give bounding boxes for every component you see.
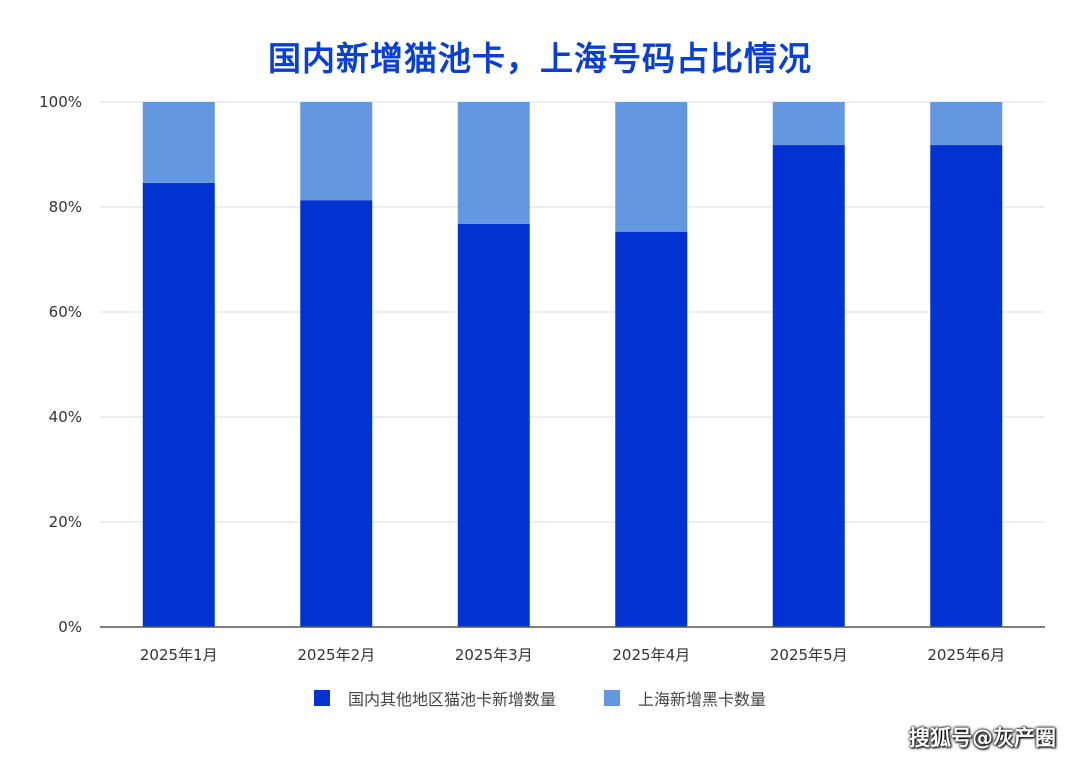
x-tick-label: 2025年3月 [455, 646, 533, 664]
bar-domestic-other[interactable] [142, 182, 215, 627]
y-tick-label: 100% [39, 93, 82, 111]
legend-item-domestic-other[interactable]: 国内其他地区猫池卡新增数量 [313, 686, 556, 710]
x-tick-label: 2025年1月 [140, 646, 218, 664]
legend: 国内其他地区猫池卡新增数量 上海新增黑卡数量 [0, 686, 1080, 710]
legend-label-shanghai: 上海新增黑卡数量 [638, 690, 767, 709]
bar-domestic-other[interactable] [772, 145, 845, 628]
bar-domestic-other[interactable] [300, 200, 373, 628]
y-tick-label: 20% [49, 513, 82, 531]
x-tick-label: 2025年4月 [612, 646, 690, 664]
y-tick-label: 40% [49, 408, 82, 426]
chart-title: 国内新增猫池卡，上海号码占比情况 [268, 39, 812, 78]
bar-shanghai[interactable] [300, 102, 373, 201]
legend-label-domestic-other: 国内其他地区猫池卡新增数量 [347, 690, 556, 709]
bar-shanghai[interactable] [930, 102, 1003, 146]
y-tick-label: 60% [49, 303, 82, 321]
bar-domestic-other[interactable] [615, 231, 688, 628]
bar-domestic-other[interactable] [930, 145, 1003, 628]
y-tick-label: 0% [58, 618, 82, 636]
stacked-bar-chart: 0% 20% 40% 60% 80% 100% 2025年1月 2025年2月 2025年3月 2… [39, 93, 1045, 664]
y-tick-label: 80% [49, 198, 82, 216]
axes: 0% 20% 40% 60% 80% 100% 2025年1月 2025年2月 2025年3月 2… [39, 93, 1045, 664]
gridlines [100, 101, 1045, 523]
x-tick-label: 2025年6月 [927, 646, 1005, 664]
legend-swatch-shanghai [604, 690, 620, 706]
bar-shanghai[interactable] [457, 102, 530, 224]
bar-shanghai[interactable] [142, 102, 215, 183]
watermark: 搜狐号@灰产圈 [909, 726, 1056, 750]
legend-item-shanghai[interactable]: 上海新增黑卡数量 [604, 686, 766, 710]
bar-shanghai[interactable] [772, 102, 845, 146]
bars [142, 102, 1003, 628]
bar-shanghai[interactable] [615, 102, 688, 232]
legend-swatch-domestic-other [313, 690, 330, 706]
x-tick-label: 2025年5月 [770, 646, 848, 664]
x-tick-label: 2025年2月 [297, 646, 375, 664]
bar-domestic-other[interactable] [457, 223, 530, 628]
